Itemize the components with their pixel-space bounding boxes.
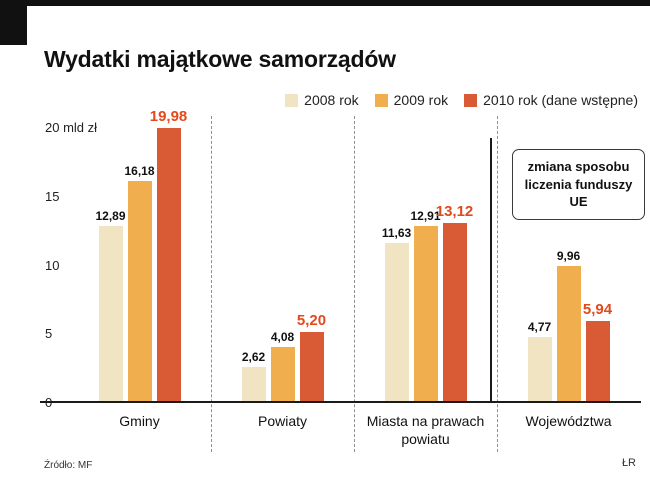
legend-swatch-2010 [464,93,478,107]
x-axis-baseline [40,401,641,403]
bar-value-label: 5,20 [296,311,327,329]
category-label: Powiaty [257,413,308,429]
bar [556,266,581,403]
bar-column: 5,94 [582,301,613,403]
source-note: Źródło: MF [44,460,93,471]
bar-column: 9,96 [556,249,581,403]
annotation-pointer-line [490,138,492,402]
bar [413,225,438,403]
bar-column: 16,18 [124,164,155,403]
bar-value-label: 5,94 [582,301,613,319]
legend-swatch-2009 [374,93,388,107]
bar [384,243,409,403]
legend: 2008 rok 2009 rok 2010 rok (dane wstępne… [285,92,638,108]
bar-column: 13,12 [436,203,473,403]
bar-column: 4,08 [270,329,295,403]
y-tick-label: 10 [45,257,60,273]
bar-column: 2,62 [241,349,266,403]
annotation-box: zmiana sposobu liczenia funduszy UE [512,149,645,220]
bar-column: 12,89 [95,209,126,403]
category-label: Miasta na prawach powiatu [366,413,485,447]
y-tick-label: 15 [45,188,60,204]
chart-title: Wydatki majątkowe samorządów [44,46,396,72]
legend-label-2008: 2008 rok [304,92,359,108]
bar [299,331,324,403]
category-labels: Gminy Powiaty Miasta na prawach powiatu Woj… [68,413,640,448]
bar [98,225,123,403]
bar-value-label: 13,12 [435,202,474,220]
bar-value-label: 16,18 [124,163,155,178]
bar-value-label: 4,77 [527,320,552,335]
legend-label-2010: 2010 rok (dane wstępne) [483,92,638,108]
bar [527,337,552,403]
bar-value-label: 19,98 [149,108,188,126]
legend-item-2009: 2009 rok [374,92,449,108]
category-label: Gminy [119,413,160,429]
bar-group: 4,77 9,96 5,94 [497,128,640,403]
top-black-strip [0,0,650,6]
y-tick-label: 5 [45,326,53,342]
bar-column: 12,91 [410,209,441,403]
bar-column: 4,77 [527,320,552,403]
legend-item-2008: 2008 rok [285,92,359,108]
bar-group: 2,62 4,08 5,20 [211,128,354,403]
author-credit: ŁR [621,457,636,469]
bar [156,128,181,403]
bar-value-label: 12,91 [410,208,441,223]
bar-column: 19,98 [150,108,187,403]
bar-groups: 12,89 16,18 19,98 2,62 4,08 5,20 11,63 12,91 13,… [68,108,640,403]
legend-label-2009: 2009 rok [393,92,449,108]
bar [127,180,152,403]
legend-item-2010: 2010 rok (dane wstępne) [464,92,638,108]
category-separator-line [354,116,355,452]
legend-swatch-2008 [285,93,299,107]
bar [585,321,610,403]
bar-value-label: 9,96 [556,249,581,264]
bar-value-label: 12,89 [95,208,126,223]
bar [442,222,467,403]
category-label: Województwa [525,413,612,429]
bar-group: 12,89 16,18 19,98 [68,108,211,403]
category-separator-line [211,116,212,452]
bar-value-label: 2,62 [241,349,266,364]
bar-column: 11,63 [381,226,412,403]
bar-value-label: 4,08 [270,329,295,344]
corner-black-block [0,0,27,45]
category-separator-line [497,116,498,452]
bar [270,346,295,403]
bar-group: 11,63 12,91 13,12 [354,128,497,403]
bar [241,366,266,403]
bar-value-label: 11,63 [381,226,412,241]
y-tick-label: 20 mld zł [45,120,98,135]
bar-column: 5,20 [296,311,327,403]
